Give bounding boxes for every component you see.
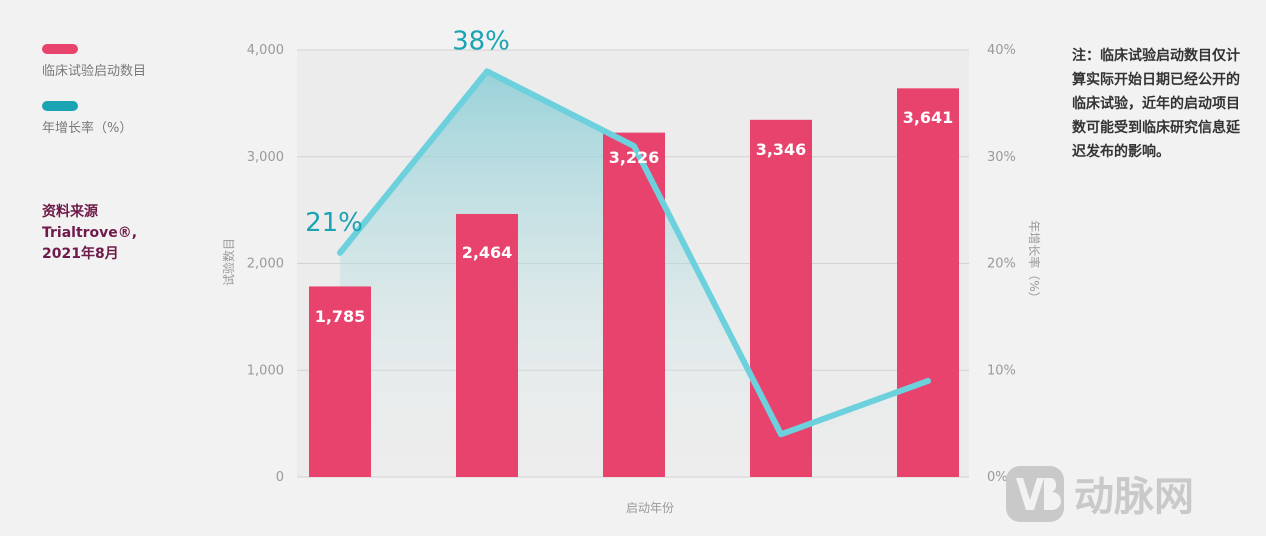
legend: 临床试验启动数目 年增长率（%） [42,44,212,158]
note-text: 注：临床试验启动数目仅计算实际开始日期已经公开的临床试验，近年的启动项目数可能受… [1072,48,1240,160]
legend-label-bars: 临床试验启动数目 [42,64,147,79]
vb-logo-icon [1006,466,1064,522]
y2-tick-label: 0% [987,470,1008,485]
y2-tick-label: 10% [987,363,1016,378]
bar-value-label: 2,464 [462,243,513,262]
source-text: 资料来源 Trialtrove®, 2021年8月 [42,202,192,265]
bar-value-label: 3,346 [756,140,807,159]
y-tick-label: 4,000 [247,43,284,58]
y2-tick-label: 30% [987,150,1016,165]
y-tick-label: 2,000 [247,257,284,272]
bar-value-label: 1,785 [315,307,366,326]
y2-tick-label: 40% [987,43,1016,58]
y2-tick-label: 20% [987,257,1016,272]
bar [897,88,959,478]
y-tick-label: 3,000 [247,150,284,165]
legend-item-line: 年增长率（%） [42,101,212,136]
x-axis-title: 启动年份 [626,501,674,515]
bar-value-label: 3,226 [609,148,660,167]
bar [456,213,518,477]
growth-value-label: 38% [452,26,510,56]
growth-line [337,68,931,438]
watermark: 动脉网 [1006,466,1194,522]
bar [750,119,812,477]
watermark-text: 动脉网 [1074,474,1194,520]
legend-swatch-bars [42,44,78,54]
source-line-1: 资料来源 [42,204,98,220]
y-tick-label: 1,000 [247,363,284,378]
y-tick-label: 0 [276,470,284,485]
legend-item-bars: 临床试验启动数目 [42,44,212,79]
legend-swatch-line [42,101,78,111]
bar [309,286,371,477]
y-axis-title: 试验数目 [221,238,236,286]
source-line-2: Trialtrove®, [42,225,138,241]
y2-axis-title: 年增长率（%） [1027,220,1042,303]
bar-value-label: 3,641 [903,108,954,127]
growth-value-label: 21% [305,208,363,238]
source-line-3: 2021年8月 [42,246,119,262]
legend-label-line: 年增长率（%） [42,121,133,136]
